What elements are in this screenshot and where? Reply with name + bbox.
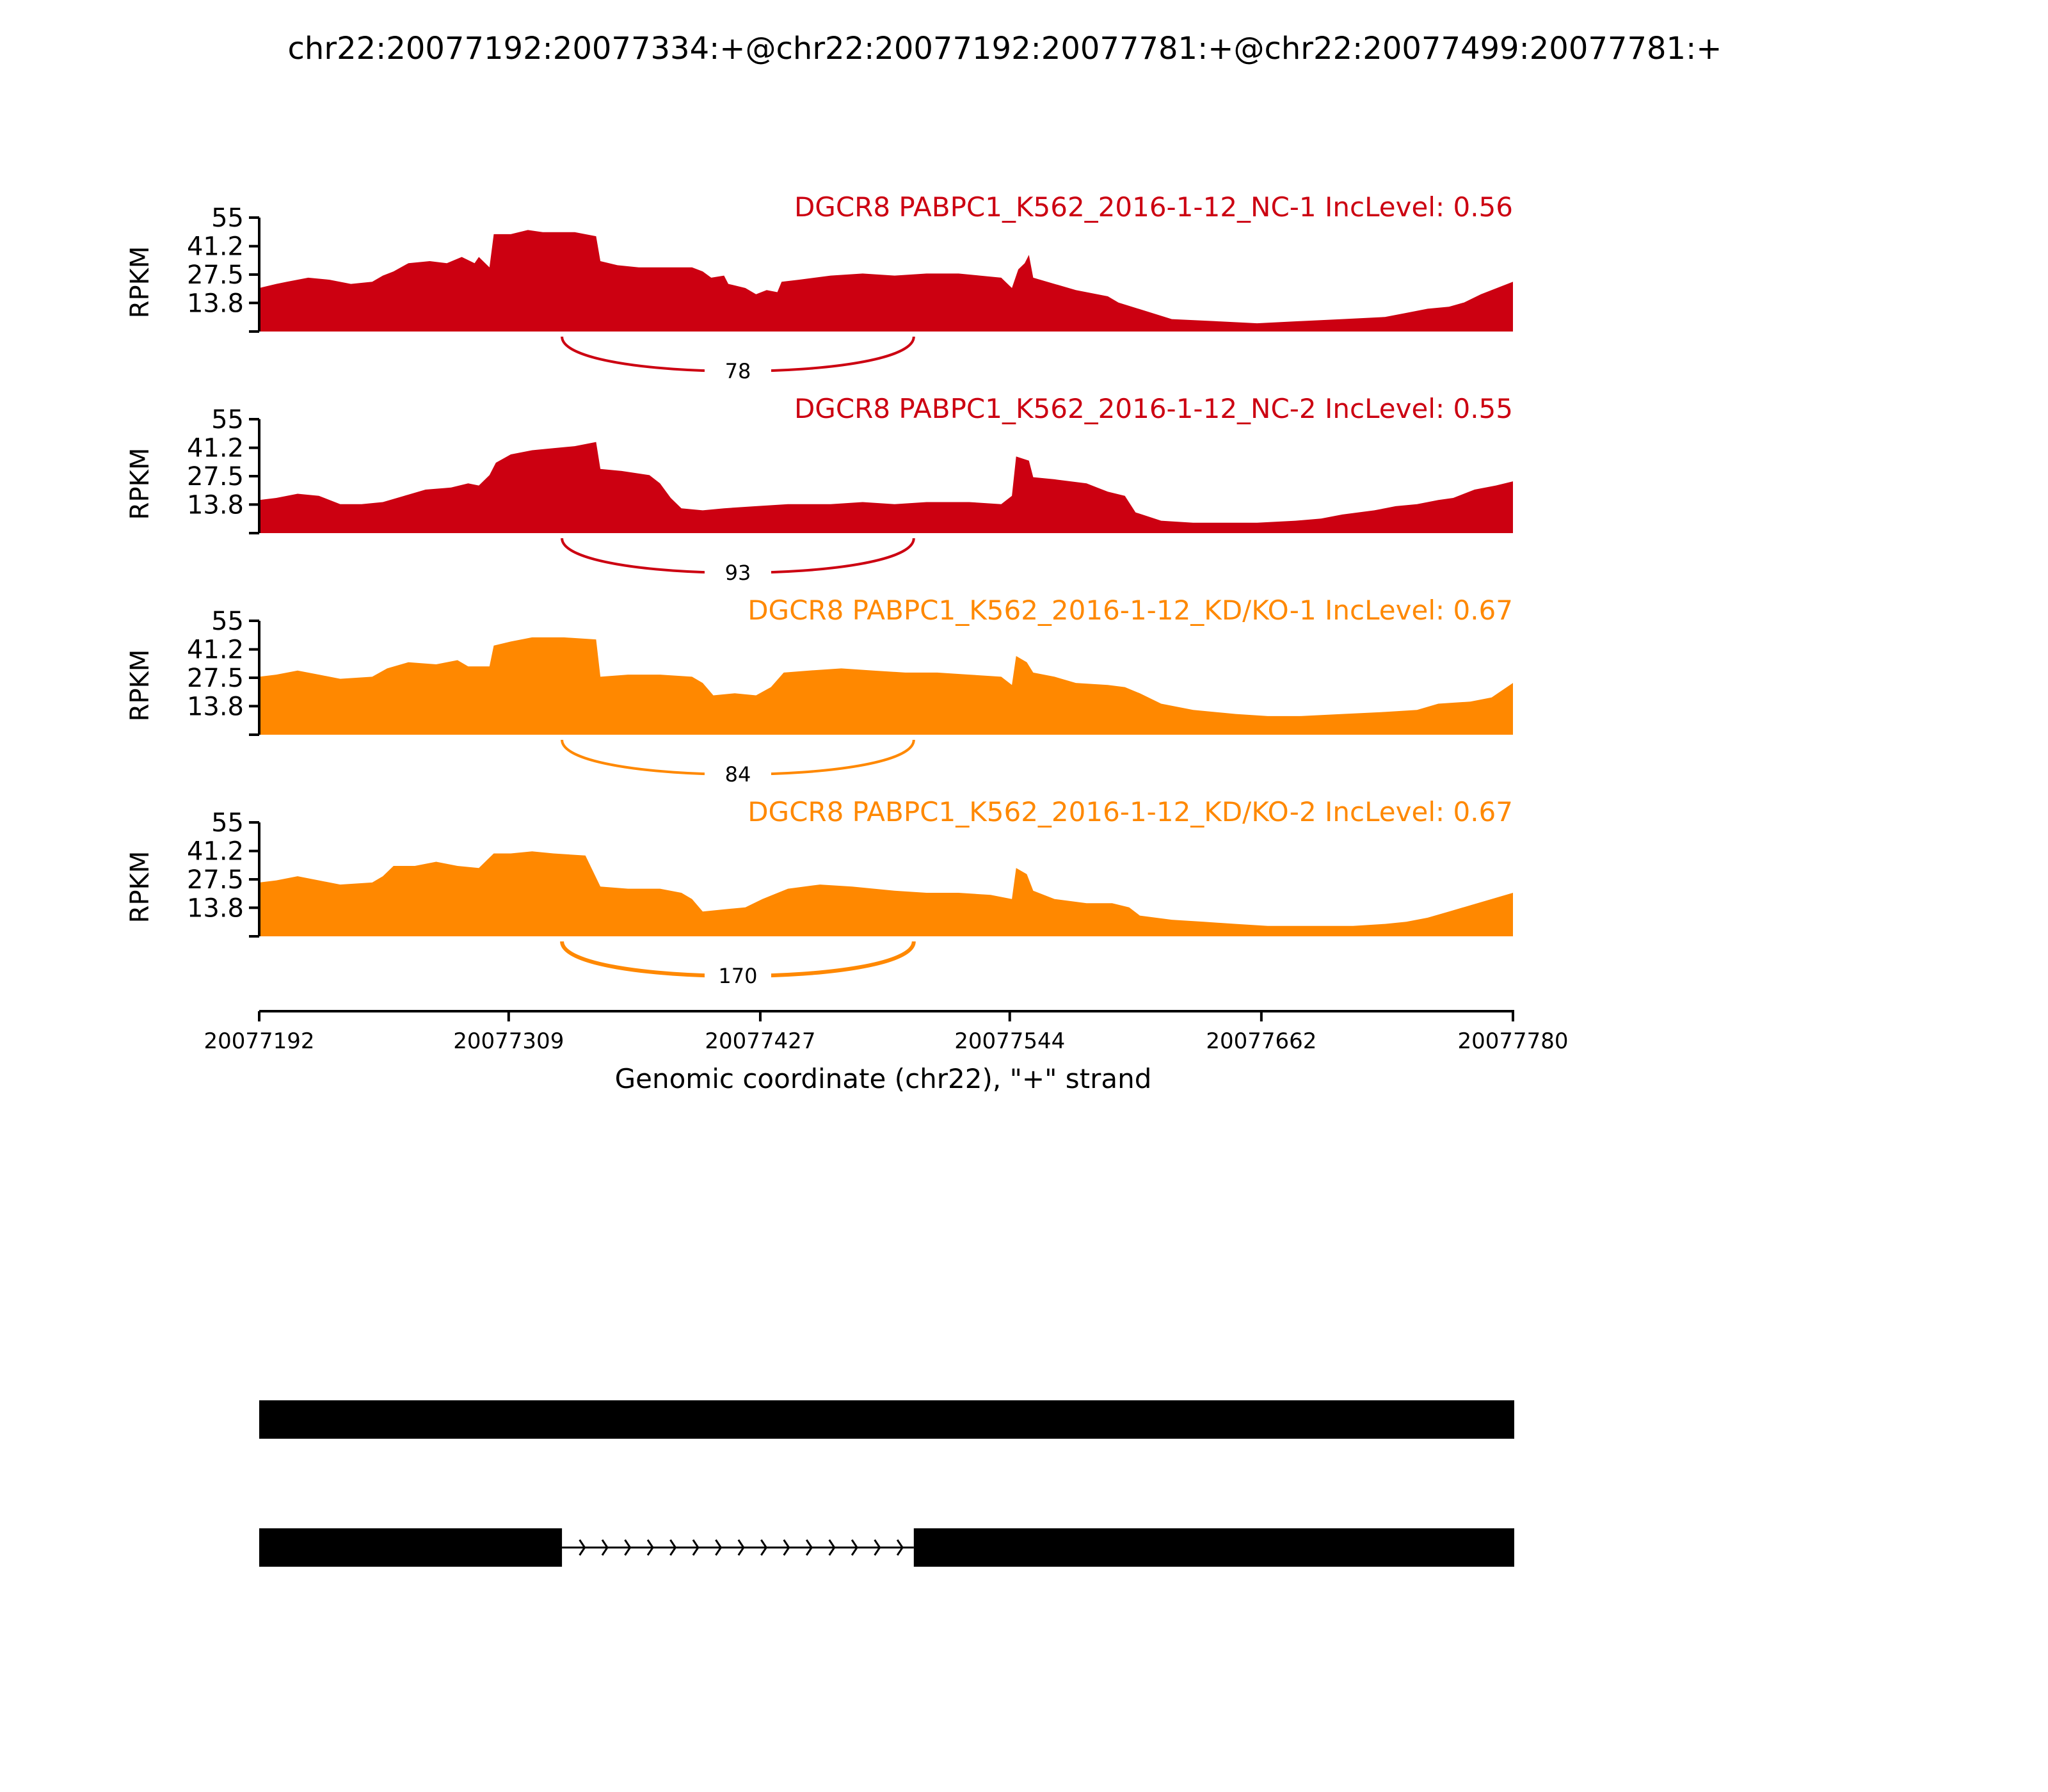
y-tick-label: 41.2 [187, 837, 244, 867]
chart-title: chr22:20077192:20077334:+@chr22:20077192… [288, 31, 1722, 67]
x-tick-label: 20077780 [1457, 1028, 1568, 1054]
y-axis-label: RPKM [125, 246, 155, 319]
track-label: DGCR8 PABPC1_K562_2016-1-12_KD/KO-1 IncL… [748, 595, 1513, 626]
junction-count-bg [704, 962, 771, 990]
x-axis-label: Genomic coordinate (chr22), "+" strand [615, 1063, 1152, 1094]
transcript-structure [259, 1400, 1514, 1567]
y-tick-label: 41.2 [187, 232, 244, 262]
coverage-area [259, 637, 1513, 735]
transcript-2 [259, 1528, 1514, 1567]
strand-arrow [646, 1539, 654, 1556]
x-axis: 20077192 20077309 20077427 20077544 20077662… [204, 1010, 1569, 1054]
strand-arrow [601, 1539, 609, 1556]
exon-block [259, 1400, 1514, 1439]
junction-count-bg [704, 760, 771, 788]
y-tick-label: 55 [211, 607, 244, 636]
x-tick-label: 20077309 [453, 1028, 564, 1054]
junction-count: 170 [718, 964, 757, 988]
strand-arrow [805, 1539, 813, 1556]
y-axis-label: RPKM [125, 448, 155, 520]
y-axis-label: RPKM [125, 650, 155, 722]
y-tick-label: 27.5 [187, 462, 244, 492]
strand-arrow [851, 1539, 858, 1556]
coverage-area [259, 851, 1513, 936]
strand-arrow [737, 1539, 745, 1556]
y-tick-label: 13.8 [187, 692, 244, 721]
y-tick-label: 55 [211, 808, 244, 838]
strand-arrow [874, 1539, 881, 1556]
exon-block [259, 1528, 563, 1567]
coverage-area [259, 230, 1513, 332]
track-label: DGCR8 PABPC1_K562_2016-1-12_NC-1 IncLeve… [794, 191, 1513, 223]
y-axis-label: RPKM [125, 851, 155, 924]
y-tick-label: 27.5 [187, 260, 244, 290]
strand-arrow [624, 1539, 632, 1556]
track-label: DGCR8 PABPC1_K562_2016-1-12_NC-2 IncLeve… [794, 393, 1513, 424]
junction-count-bg [704, 559, 771, 587]
strand-arrow [896, 1539, 904, 1556]
junction-count: 84 [725, 762, 751, 787]
y-tick-label: 27.5 [187, 865, 244, 895]
y-tick-label: 27.5 [187, 664, 244, 693]
junction-count: 93 [725, 561, 751, 585]
strand-arrow [579, 1539, 586, 1556]
y-tick-label: 55 [211, 204, 244, 233]
junction-count: 78 [725, 359, 751, 383]
junction-count-bg [704, 357, 771, 385]
y-tick-label: 41.2 [187, 636, 244, 665]
y-tick-label: 13.8 [187, 490, 244, 520]
y-tick-label: 13.8 [187, 289, 244, 318]
transcript-1 [259, 1400, 1514, 1439]
exon-block [913, 1528, 1514, 1567]
strand-arrow [828, 1539, 836, 1556]
x-tick-label: 20077662 [1206, 1028, 1316, 1054]
y-tick-label: 41.2 [187, 434, 244, 463]
coverage-area [259, 440, 1513, 533]
x-tick-label: 20077544 [954, 1028, 1065, 1054]
strand-arrow [669, 1539, 677, 1556]
track-label: DGCR8 PABPC1_K562_2016-1-12_KD/KO-2 IncL… [748, 796, 1513, 828]
strand-arrow [760, 1539, 768, 1556]
x-tick-label: 20077192 [204, 1028, 314, 1054]
strand-arrow [715, 1539, 723, 1556]
y-tick-label: 55 [211, 405, 244, 435]
strand-arrow [783, 1539, 790, 1556]
y-tick-label: 13.8 [187, 893, 244, 923]
strand-arrow [692, 1539, 700, 1556]
x-tick-label: 20077427 [705, 1028, 815, 1054]
